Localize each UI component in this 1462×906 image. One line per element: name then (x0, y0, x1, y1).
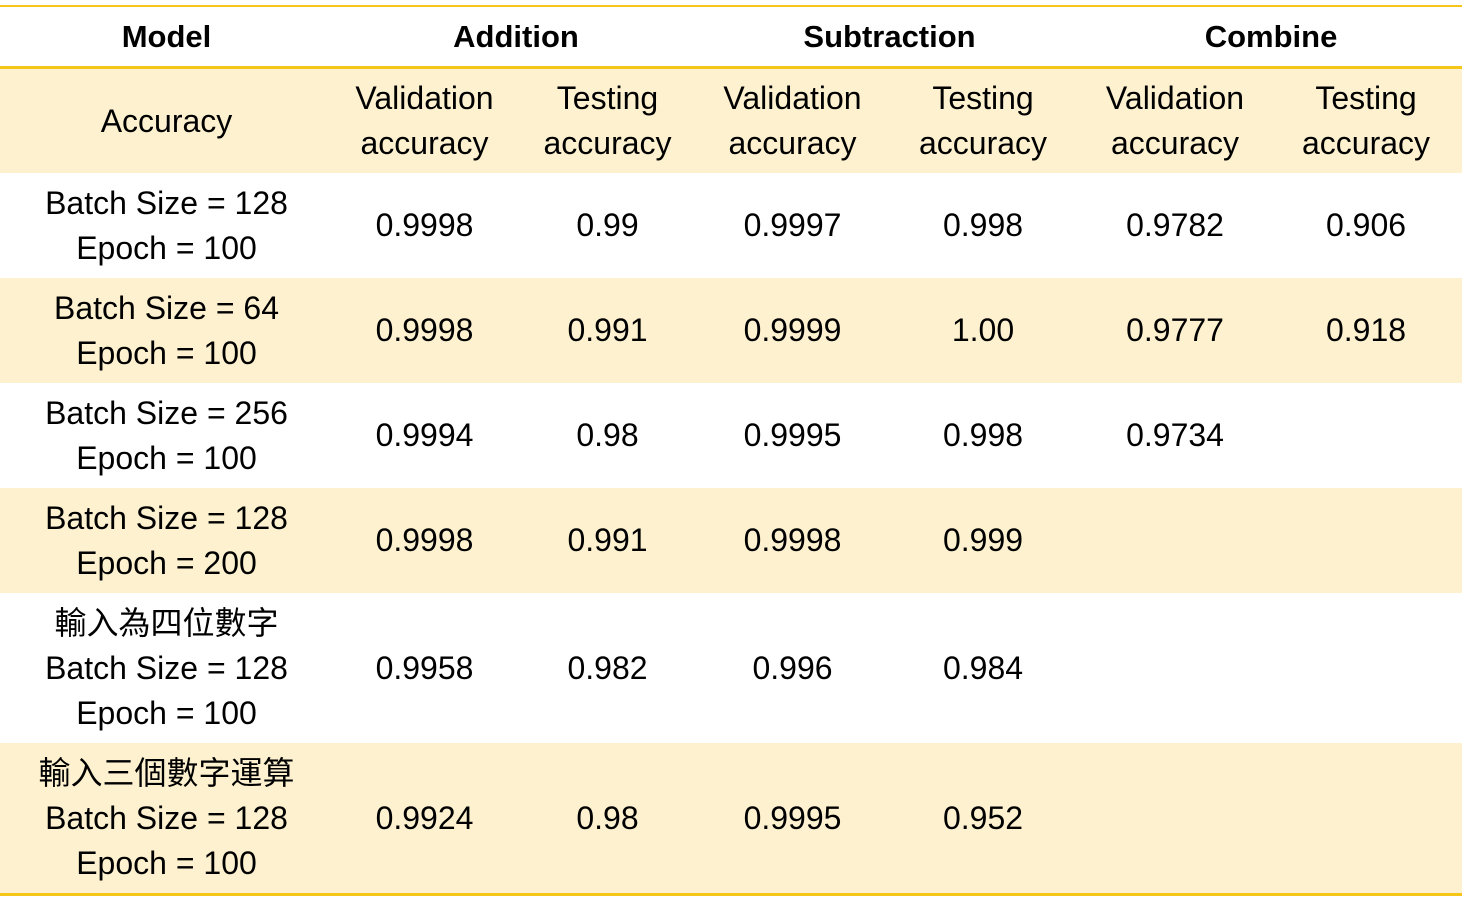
addition-validation-cell: 0.9998 (333, 278, 516, 383)
table-row: Batch Size = 256 Epoch = 100 0.9994 0.98 … (0, 383, 1462, 488)
combine-validation-cell: 0.9734 (1080, 383, 1271, 488)
addition-validation-cell: 0.9998 (333, 173, 516, 278)
header-subtraction: Subtraction (699, 5, 1081, 69)
subtraction-testing-cell: 0.984 (886, 593, 1081, 743)
row-label: Batch Size = 64 Epoch = 100 (0, 278, 333, 383)
combine-testing-cell (1270, 743, 1462, 896)
header-row: Model Addition Subtraction Combine (0, 5, 1462, 69)
combine-validation-cell (1080, 743, 1271, 896)
combine-testing-cell (1270, 488, 1462, 593)
subtraction-validation-cell: 0.996 (699, 593, 886, 743)
subheader-combine-validation: Validation accuracy (1080, 67, 1271, 173)
addition-validation-cell: 0.9958 (333, 593, 516, 743)
table-row: Batch Size = 128 Epoch = 200 0.9998 0.991… (0, 488, 1462, 593)
combine-validation-cell: 0.9777 (1080, 278, 1271, 383)
subtraction-testing-cell: 0.952 (886, 743, 1081, 896)
table-row: Batch Size = 128 Epoch = 100 0.9998 0.99 … (0, 173, 1462, 278)
addition-testing-cell: 0.98 (516, 743, 699, 896)
row-label: 輸入為四位數字 Batch Size = 128 Epoch = 100 (0, 593, 333, 743)
subheader-combine-testing: Testing accuracy (1270, 67, 1462, 173)
combine-validation-cell: 0.9782 (1080, 173, 1271, 278)
subtraction-validation-cell: 0.9998 (699, 488, 886, 593)
addition-testing-cell: 0.982 (516, 593, 699, 743)
table-row: 輸入為四位數字 Batch Size = 128 Epoch = 100 0.995… (0, 593, 1462, 743)
subtraction-testing-cell: 0.998 (886, 383, 1081, 488)
subtraction-testing-cell: 0.998 (886, 173, 1081, 278)
table-body: Batch Size = 128 Epoch = 100 0.9998 0.99 … (0, 173, 1462, 896)
subtraction-validation-cell: 0.9995 (699, 743, 886, 896)
combine-testing-cell (1270, 383, 1462, 488)
subtraction-validation-cell: 0.9999 (699, 278, 886, 383)
addition-testing-cell: 0.98 (516, 383, 699, 488)
combine-testing-cell: 0.918 (1270, 278, 1462, 383)
combine-validation-cell (1080, 488, 1271, 593)
addition-testing-cell: 0.991 (516, 488, 699, 593)
subtraction-validation-cell: 0.9997 (699, 173, 886, 278)
combine-validation-cell (1080, 593, 1271, 743)
addition-validation-cell: 0.9924 (333, 743, 516, 896)
header-model: Model (0, 5, 333, 69)
row-label: Batch Size = 256 Epoch = 100 (0, 383, 333, 488)
addition-validation-cell: 0.9994 (333, 383, 516, 488)
header-combine: Combine (1080, 5, 1462, 69)
addition-testing-cell: 0.99 (516, 173, 699, 278)
subheader-subtraction-validation: Validation accuracy (699, 67, 886, 173)
subtraction-testing-cell: 0.999 (886, 488, 1081, 593)
subtraction-validation-cell: 0.9995 (699, 383, 886, 488)
table-row: 輸入三個數字運算 Batch Size = 128 Epoch = 100 0.99… (0, 743, 1462, 896)
header-addition: Addition (333, 5, 699, 69)
subheader-accuracy: Accuracy (0, 67, 333, 173)
addition-testing-cell: 0.991 (516, 278, 699, 383)
combine-testing-cell (1270, 593, 1462, 743)
subheader-subtraction-testing: Testing accuracy (886, 67, 1081, 173)
subheader-row: Accuracy Validation accuracy Testing accur… (0, 67, 1462, 173)
subtraction-testing-cell: 1.00 (886, 278, 1081, 383)
row-label: 輸入三個數字運算 Batch Size = 128 Epoch = 100 (0, 743, 333, 896)
combine-testing-cell: 0.906 (1270, 173, 1462, 278)
table-row: Batch Size = 64 Epoch = 100 0.9998 0.991 … (0, 278, 1462, 383)
addition-validation-cell: 0.9998 (333, 488, 516, 593)
row-label: Batch Size = 128 Epoch = 100 (0, 173, 333, 278)
row-label: Batch Size = 128 Epoch = 200 (0, 488, 333, 593)
subheader-addition-testing: Testing accuracy (516, 67, 699, 173)
subheader-addition-validation: Validation accuracy (333, 67, 516, 173)
results-table: Model Addition Subtraction Combine Accur… (0, 5, 1462, 896)
